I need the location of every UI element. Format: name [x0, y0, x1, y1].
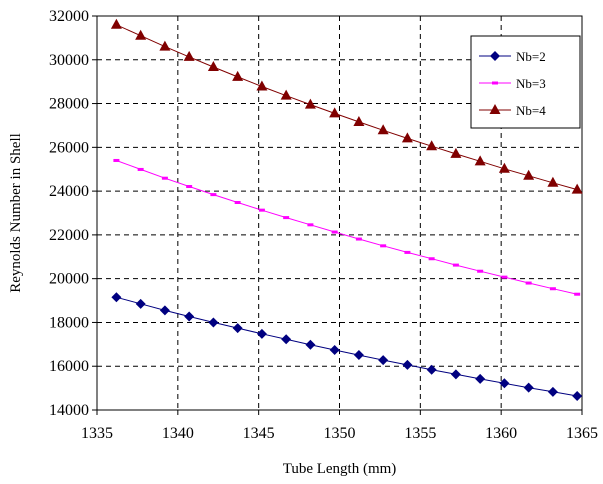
data-point: [207, 61, 219, 72]
data-point: [232, 70, 244, 81]
data-point: [208, 317, 219, 328]
legend-entry: Nb=2: [479, 49, 546, 64]
data-point: [377, 124, 389, 135]
legend: Nb=2 Nb=3 Nb=4: [470, 35, 581, 129]
series-layer: [110, 18, 583, 401]
data-point: [477, 269, 484, 273]
x-tick-label: 1365: [566, 425, 598, 442]
data-point: [523, 382, 534, 393]
data-point: [304, 98, 316, 109]
x-tick-label: 1340: [162, 425, 194, 442]
series-Nb=4: [110, 18, 583, 194]
data-point: [161, 176, 168, 180]
data-point: [232, 323, 243, 334]
data-point: [307, 223, 314, 227]
data-point: [353, 350, 364, 361]
legend-entry: Nb=4: [479, 103, 546, 118]
data-point: [210, 193, 217, 197]
data-point: [404, 250, 411, 254]
x-tick-label: 1360: [485, 425, 517, 442]
data-point: [355, 237, 362, 241]
data-point: [280, 89, 292, 100]
y-tick-label: 32000: [49, 8, 89, 25]
x-tick-label: 1335: [81, 425, 113, 442]
data-point: [186, 185, 193, 189]
data-point: [549, 287, 556, 291]
data-point: [281, 334, 292, 345]
data-point: [572, 390, 583, 401]
y-tick-label: 16000: [49, 358, 89, 375]
data-point: [258, 208, 265, 212]
y-tick-label: 28000: [49, 96, 89, 113]
y-tick-label: 26000: [49, 139, 89, 156]
data-point: [428, 257, 435, 261]
series-Nb=3: [113, 158, 581, 296]
data-point: [135, 298, 146, 309]
data-point: [571, 183, 583, 194]
data-point: [498, 162, 510, 173]
data-point: [378, 355, 389, 366]
x-axis: 1335 1340 1345 1350 1355 1360 1365: [81, 410, 598, 442]
data-point: [547, 386, 558, 397]
data-point: [331, 230, 338, 234]
data-point: [499, 378, 510, 389]
legend-marker: [489, 104, 501, 114]
y-tick-label: 22000: [49, 227, 89, 244]
legend-box: [470, 35, 581, 129]
data-point: [305, 339, 316, 350]
series-line: [116, 160, 578, 295]
data-point: [547, 176, 559, 187]
data-point: [159, 40, 171, 51]
legend-marker: [490, 51, 500, 61]
data-point: [256, 80, 268, 91]
data-point: [402, 359, 413, 370]
data-point: [137, 167, 144, 171]
x-tick-label: 1345: [243, 425, 275, 442]
data-point: [329, 345, 340, 356]
data-point: [283, 216, 290, 220]
data-point: [523, 169, 535, 180]
data-point: [380, 244, 387, 248]
data-point: [184, 311, 195, 322]
y-axis: 14000 16000 18000 20000 22000 24000 26000 28000…: [49, 8, 97, 419]
y-tick-label: 14000: [49, 402, 89, 419]
x-tick-label: 1355: [404, 425, 436, 442]
data-point: [452, 263, 459, 267]
x-tick-label: 1350: [324, 425, 356, 442]
data-point: [256, 328, 267, 339]
legend-marker: [492, 81, 498, 85]
legend-label: Nb=2: [516, 49, 546, 64]
data-point: [474, 155, 486, 166]
y-tick-label: 24000: [49, 183, 89, 200]
data-point: [426, 140, 438, 151]
legend-entry: Nb=3: [479, 76, 546, 91]
y-tick-label: 18000: [49, 314, 89, 331]
data-point: [450, 147, 462, 158]
data-point: [501, 275, 508, 279]
y-tick-label: 20000: [49, 271, 89, 288]
data-point: [110, 18, 122, 29]
y-tick-label: 30000: [49, 52, 89, 69]
data-point: [111, 292, 122, 303]
data-point: [234, 200, 241, 204]
data-point: [574, 292, 581, 296]
x-axis-title: Tube Length (mm): [283, 461, 397, 477]
data-point: [329, 107, 341, 118]
data-point: [450, 369, 461, 380]
legend-label: Nb=3: [516, 76, 546, 91]
data-point: [426, 364, 437, 375]
data-point: [183, 50, 195, 61]
data-point: [475, 373, 486, 384]
series-Nb=2: [111, 292, 583, 401]
data-point: [159, 305, 170, 316]
data-point: [401, 132, 413, 143]
data-point: [525, 281, 532, 285]
data-point: [353, 115, 365, 126]
legend-label: Nb=4: [516, 103, 546, 118]
data-point: [113, 158, 120, 162]
y-axis-title: Reynolds Number in Shell: [8, 133, 24, 293]
series-line: [116, 296, 578, 397]
data-point: [135, 29, 147, 40]
